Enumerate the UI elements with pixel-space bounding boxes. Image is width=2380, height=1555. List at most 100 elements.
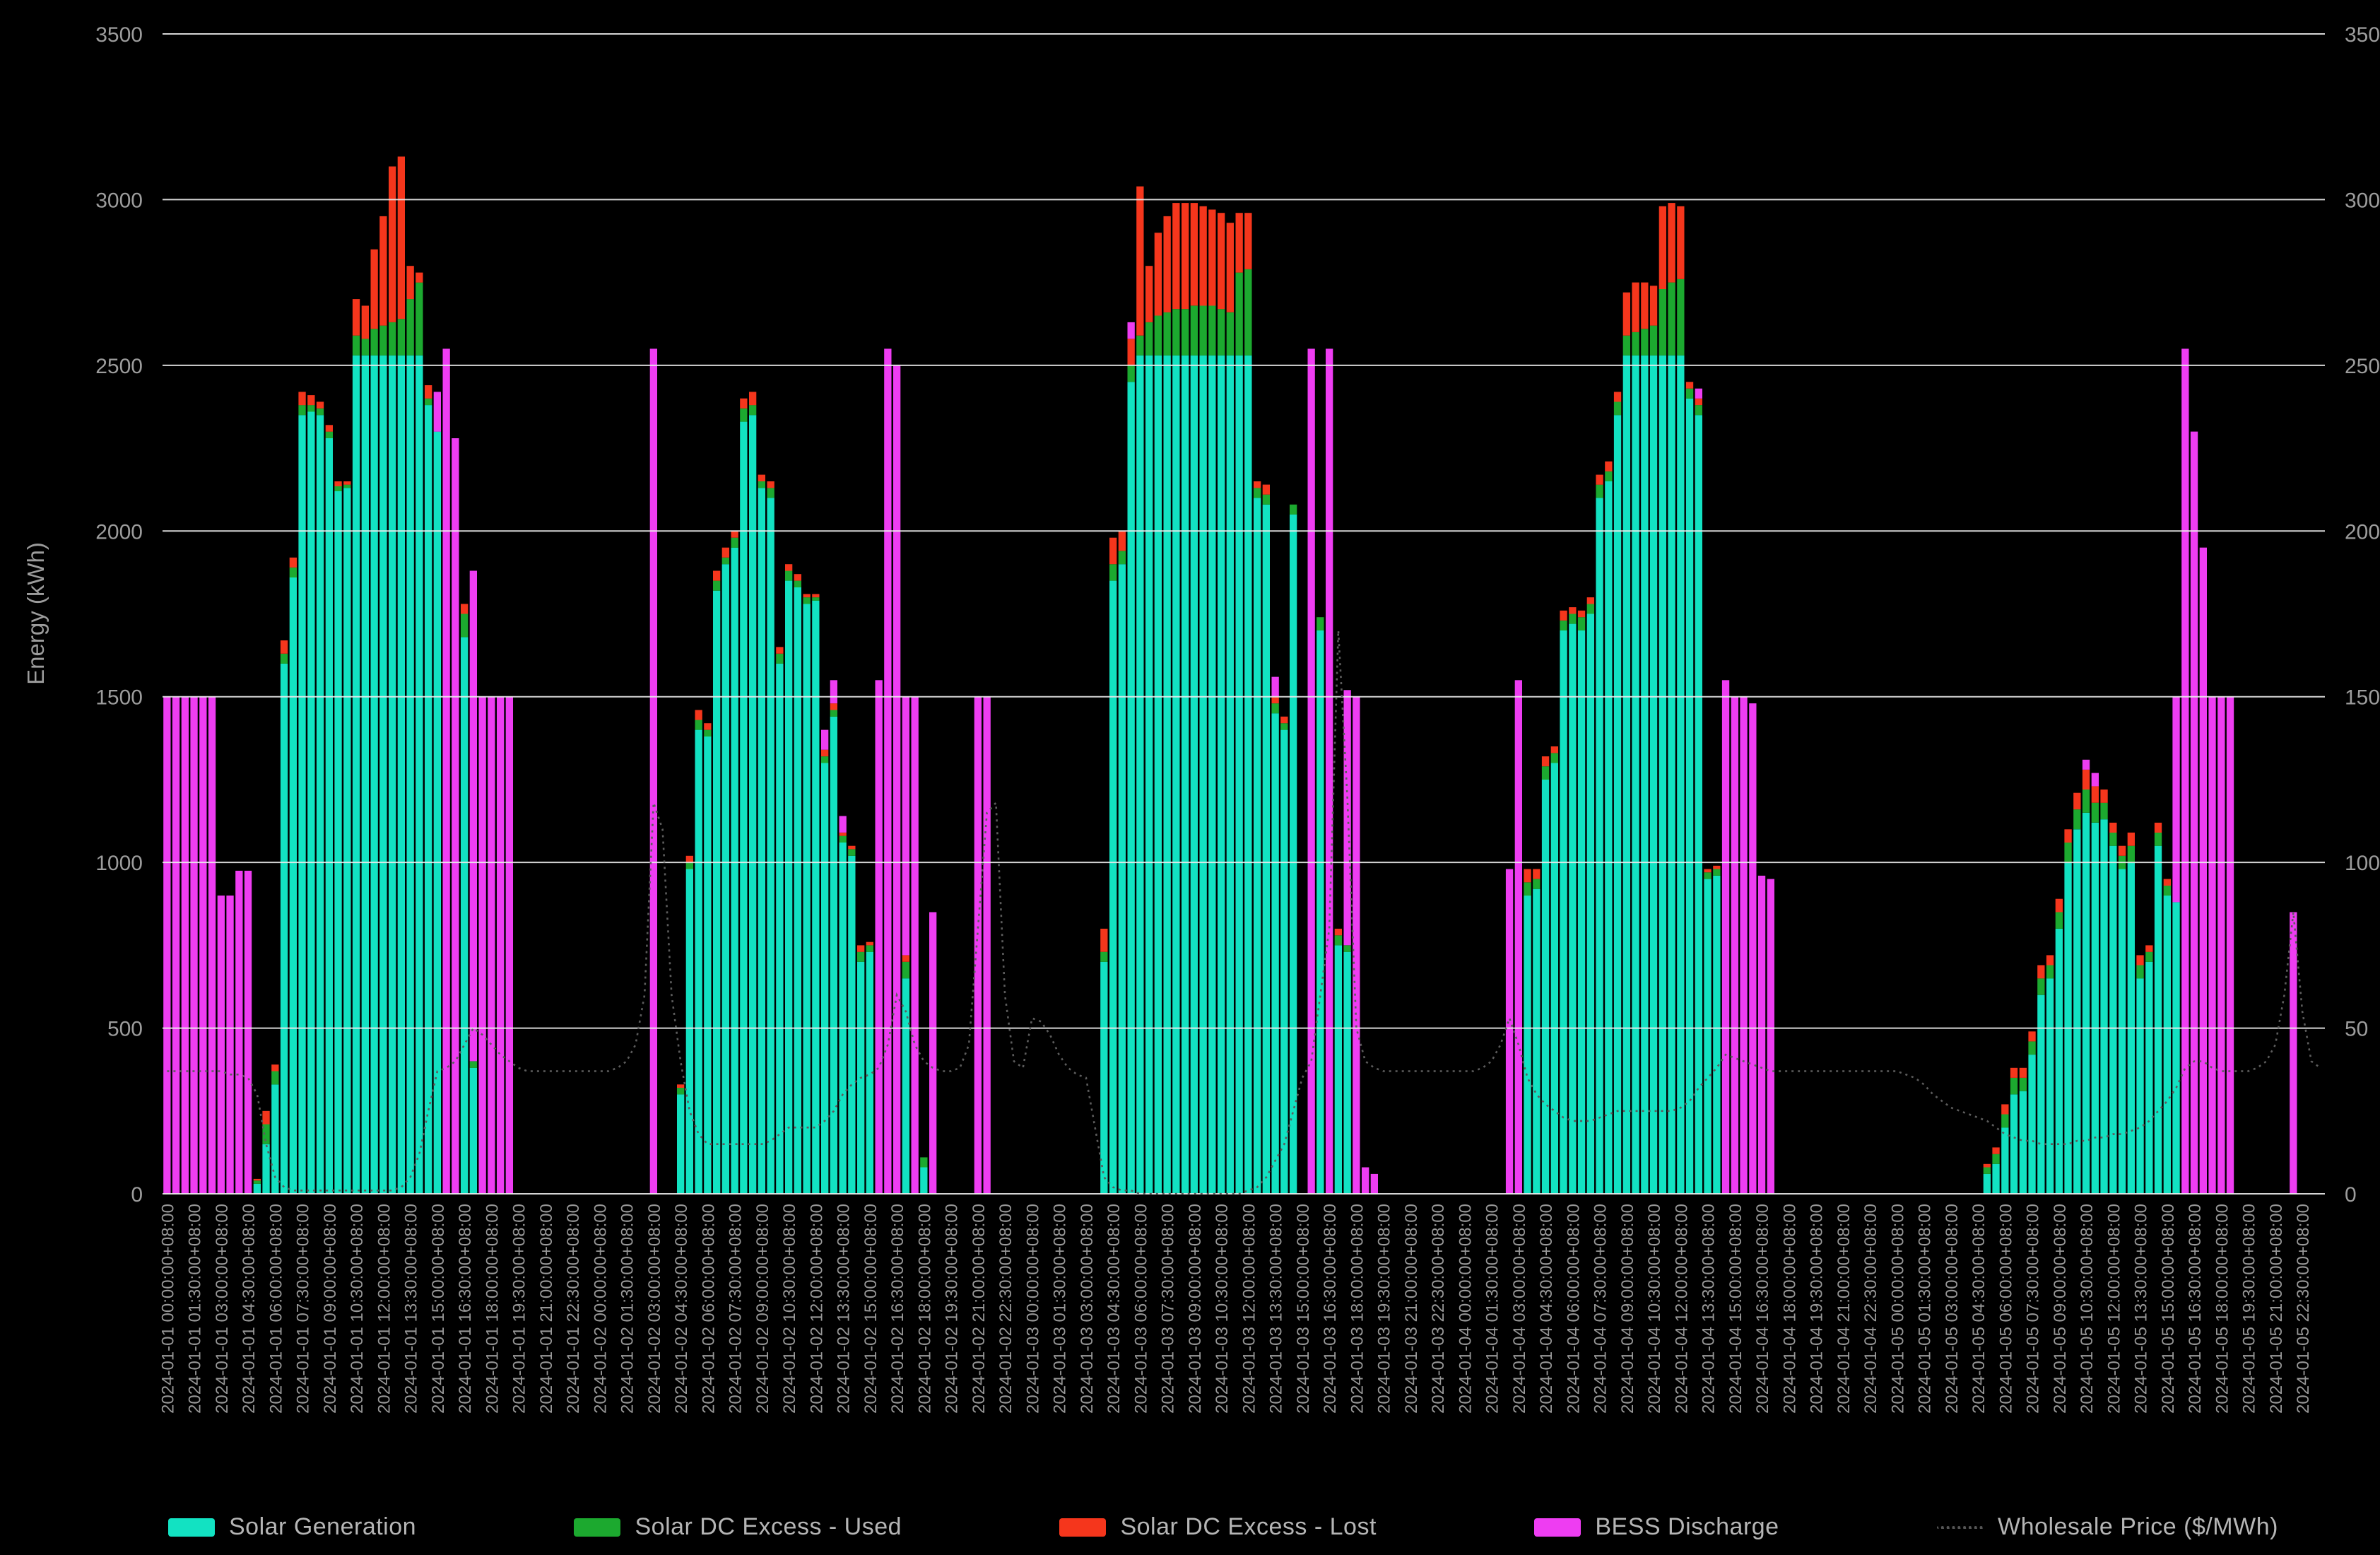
bess-discharge-swatch-icon [1534, 1518, 1581, 1537]
svg-text:2024-01-01 12:00:00+08:00: 2024-01-01 12:00:00+08:00 [375, 1204, 394, 1414]
svg-text:2024-01-01 10:30:00+08:00: 2024-01-01 10:30:00+08:00 [348, 1204, 367, 1414]
legend-label-solar-dc-excess-lost: Solar DC Excess - Lost [1120, 1513, 1377, 1540]
solar-dc-excess-used-swatch-icon [574, 1518, 621, 1537]
legend-item-bess-discharge: BESS Discharge [1534, 1513, 1779, 1541]
svg-text:2024-01-04 07:30:00+08:00: 2024-01-04 07:30:00+08:00 [1591, 1204, 1610, 1414]
svg-text:2024-01-05 16:30:00+08:00: 2024-01-05 16:30:00+08:00 [2186, 1204, 2205, 1414]
svg-text:2024-01-05 09:00:00+08:00: 2024-01-05 09:00:00+08:00 [2051, 1204, 2070, 1414]
svg-text:2024-01-02 18:00:00+08:00: 2024-01-02 18:00:00+08:00 [915, 1204, 934, 1414]
legend-item-solar-dc-excess-lost: Solar DC Excess - Lost [1059, 1513, 1376, 1541]
svg-text:2024-01-03 19:30:00+08:00: 2024-01-03 19:30:00+08:00 [1375, 1204, 1394, 1414]
legend-label-bess-discharge: BESS Discharge [1595, 1513, 1779, 1540]
svg-text:2024-01-02 09:00:00+08:00: 2024-01-02 09:00:00+08:00 [753, 1204, 772, 1414]
bars-layer [163, 156, 2297, 1195]
svg-text:2024-01-02 04:30:00+08:00: 2024-01-02 04:30:00+08:00 [672, 1204, 691, 1414]
svg-text:2024-01-01 03:00:00+08:00: 2024-01-01 03:00:00+08:00 [213, 1204, 232, 1414]
svg-text:2024-01-01 07:30:00+08:00: 2024-01-01 07:30:00+08:00 [294, 1204, 313, 1414]
svg-text:2024-01-04 18:00:00+08:00: 2024-01-04 18:00:00+08:00 [1780, 1204, 1799, 1414]
svg-text:2024-01-05 04:30:00+08:00: 2024-01-05 04:30:00+08:00 [1969, 1204, 1989, 1414]
svg-text:2024-01-02 00:00:00+08:00: 2024-01-02 00:00:00+08:00 [591, 1204, 610, 1414]
legend-item-solar-generation: Solar Generation [168, 1513, 416, 1541]
svg-text:2024-01-02 03:00:00+08:00: 2024-01-02 03:00:00+08:00 [645, 1204, 664, 1414]
grid-layer [163, 33, 2325, 1195]
svg-text:2024-01-04 01:30:00+08:00: 2024-01-04 01:30:00+08:00 [1483, 1204, 1502, 1414]
svg-text:2024-01-05 01:30:00+08:00: 2024-01-05 01:30:00+08:00 [1916, 1204, 1935, 1414]
svg-text:2024-01-01 15:00:00+08:00: 2024-01-01 15:00:00+08:00 [429, 1204, 448, 1414]
svg-text:1000: 1000 [95, 852, 143, 875]
svg-text:300: 300 [2345, 189, 2380, 212]
svg-text:2024-01-02 13:30:00+08:00: 2024-01-02 13:30:00+08:00 [835, 1204, 854, 1414]
svg-text:2024-01-05 07:30:00+08:00: 2024-01-05 07:30:00+08:00 [2024, 1204, 2043, 1414]
svg-text:2024-01-01 01:30:00+08:00: 2024-01-01 01:30:00+08:00 [186, 1204, 205, 1414]
svg-text:2024-01-04 00:00:00+08:00: 2024-01-04 00:00:00+08:00 [1456, 1204, 1475, 1414]
svg-text:0: 0 [2345, 1183, 2357, 1207]
svg-text:2024-01-03 09:00:00+08:00: 2024-01-03 09:00:00+08:00 [1186, 1204, 1205, 1414]
svg-text:350: 350 [2345, 23, 2380, 47]
solar-generation-swatch-icon [168, 1518, 215, 1537]
svg-text:2024-01-04 15:00:00+08:00: 2024-01-04 15:00:00+08:00 [1726, 1204, 1745, 1414]
svg-text:2024-01-02 06:00:00+08:00: 2024-01-02 06:00:00+08:00 [699, 1204, 718, 1414]
svg-text:2024-01-05 06:00:00+08:00: 2024-01-05 06:00:00+08:00 [1996, 1204, 2015, 1414]
svg-text:2024-01-05 03:00:00+08:00: 2024-01-05 03:00:00+08:00 [1943, 1204, 1962, 1414]
svg-text:2500: 2500 [95, 355, 143, 378]
svg-text:2024-01-04 19:30:00+08:00: 2024-01-04 19:30:00+08:00 [1808, 1204, 1827, 1414]
svg-text:2024-01-05 15:00:00+08:00: 2024-01-05 15:00:00+08:00 [2159, 1204, 2178, 1414]
price-line-layer [167, 630, 2321, 1195]
legend-label-solar-generation: Solar Generation [229, 1513, 417, 1540]
svg-text:2024-01-05 19:30:00+08:00: 2024-01-05 19:30:00+08:00 [2240, 1204, 2259, 1414]
svg-text:2024-01-02 19:30:00+08:00: 2024-01-02 19:30:00+08:00 [943, 1204, 962, 1414]
svg-text:2024-01-05 12:00:00+08:00: 2024-01-05 12:00:00+08:00 [2104, 1204, 2123, 1414]
svg-text:200: 200 [2345, 520, 2380, 544]
svg-text:2024-01-02 21:00:00+08:00: 2024-01-02 21:00:00+08:00 [970, 1204, 989, 1414]
svg-text:2024-01-02 01:30:00+08:00: 2024-01-02 01:30:00+08:00 [618, 1204, 637, 1414]
svg-text:2024-01-04 03:00:00+08:00: 2024-01-04 03:00:00+08:00 [1510, 1204, 1529, 1414]
legend-item-wholesale-price: Wholesale Price ($/MWh) [1937, 1513, 2278, 1541]
legend: Solar Generation Solar DC Excess - Used … [168, 1513, 2278, 1541]
svg-text:2024-01-01 04:30:00+08:00: 2024-01-01 04:30:00+08:00 [240, 1204, 259, 1414]
svg-text:2024-01-05 18:00:00+08:00: 2024-01-05 18:00:00+08:00 [2213, 1204, 2232, 1414]
svg-text:2024-01-02 22:30:00+08:00: 2024-01-02 22:30:00+08:00 [996, 1204, 1015, 1414]
x-tick-labels: 2024-01-01 00:00:00+08:00 2024-01-01 01:3… [158, 1204, 2313, 1414]
svg-text:150: 150 [2345, 686, 2380, 710]
svg-text:2024-01-04 06:00:00+08:00: 2024-01-04 06:00:00+08:00 [1564, 1204, 1583, 1414]
svg-text:2024-01-04 10:30:00+08:00: 2024-01-04 10:30:00+08:00 [1645, 1204, 1664, 1414]
svg-text:2024-01-03 22:30:00+08:00: 2024-01-03 22:30:00+08:00 [1429, 1204, 1448, 1414]
svg-text:2024-01-05 13:30:00+08:00: 2024-01-05 13:30:00+08:00 [2132, 1204, 2151, 1414]
svg-text:2024-01-04 04:30:00+08:00: 2024-01-04 04:30:00+08:00 [1537, 1204, 1556, 1414]
svg-text:2024-01-02 12:00:00+08:00: 2024-01-02 12:00:00+08:00 [807, 1204, 826, 1414]
svg-text:2024-01-01 00:00:00+08:00: 2024-01-01 00:00:00+08:00 [158, 1204, 177, 1414]
svg-text:2024-01-01 19:30:00+08:00: 2024-01-01 19:30:00+08:00 [510, 1204, 529, 1414]
svg-text:250: 250 [2345, 355, 2380, 378]
svg-text:2024-01-03 00:00:00+08:00: 2024-01-03 00:00:00+08:00 [1023, 1204, 1042, 1414]
svg-text:3500: 3500 [95, 23, 143, 47]
svg-text:2024-01-01 13:30:00+08:00: 2024-01-01 13:30:00+08:00 [402, 1204, 421, 1414]
svg-text:2024-01-03 06:00:00+08:00: 2024-01-03 06:00:00+08:00 [1131, 1204, 1150, 1414]
svg-text:2024-01-01 09:00:00+08:00: 2024-01-01 09:00:00+08:00 [321, 1204, 340, 1414]
svg-text:2024-01-02 10:30:00+08:00: 2024-01-02 10:30:00+08:00 [780, 1204, 799, 1414]
svg-text:2024-01-01 18:00:00+08:00: 2024-01-01 18:00:00+08:00 [483, 1204, 502, 1414]
svg-text:100: 100 [2345, 852, 2380, 875]
svg-text:2024-01-05 22:30:00+08:00: 2024-01-05 22:30:00+08:00 [2294, 1204, 2313, 1414]
svg-text:2024-01-04 09:00:00+08:00: 2024-01-04 09:00:00+08:00 [1618, 1204, 1637, 1414]
svg-text:3000: 3000 [95, 189, 143, 212]
svg-text:2024-01-05 21:00:00+08:00: 2024-01-05 21:00:00+08:00 [2267, 1204, 2286, 1414]
svg-text:2024-01-02 07:30:00+08:00: 2024-01-02 07:30:00+08:00 [726, 1204, 746, 1414]
svg-text:2024-01-04 13:30:00+08:00: 2024-01-04 13:30:00+08:00 [1699, 1204, 1719, 1414]
svg-text:2024-01-03 18:00:00+08:00: 2024-01-03 18:00:00+08:00 [1348, 1204, 1367, 1414]
svg-text:2024-01-04 21:00:00+08:00: 2024-01-04 21:00:00+08:00 [1834, 1204, 1854, 1414]
svg-text:2024-01-03 03:00:00+08:00: 2024-01-03 03:00:00+08:00 [1078, 1204, 1097, 1414]
svg-text:2024-01-03 16:30:00+08:00: 2024-01-03 16:30:00+08:00 [1321, 1204, 1340, 1414]
svg-text:2024-01-03 04:30:00+08:00: 2024-01-03 04:30:00+08:00 [1104, 1204, 1124, 1414]
svg-text:50: 50 [2345, 1018, 2368, 1041]
wholesale-price-line-swatch-icon [1937, 1525, 1984, 1529]
svg-text:2024-01-03 10:30:00+08:00: 2024-01-03 10:30:00+08:00 [1213, 1204, 1232, 1414]
svg-text:2024-01-01 22:30:00+08:00: 2024-01-01 22:30:00+08:00 [564, 1204, 583, 1414]
svg-text:2024-01-03 15:00:00+08:00: 2024-01-03 15:00:00+08:00 [1294, 1204, 1313, 1414]
y-axis-title: Energy (kWh) [23, 542, 49, 685]
svg-text:2024-01-03 01:30:00+08:00: 2024-01-03 01:30:00+08:00 [1051, 1204, 1070, 1414]
svg-text:2024-01-01 21:00:00+08:00: 2024-01-01 21:00:00+08:00 [537, 1204, 556, 1414]
legend-label-wholesale-price: Wholesale Price ($/MWh) [1998, 1513, 2278, 1540]
svg-text:2024-01-04 22:30:00+08:00: 2024-01-04 22:30:00+08:00 [1861, 1204, 1880, 1414]
svg-text:500: 500 [107, 1018, 143, 1041]
